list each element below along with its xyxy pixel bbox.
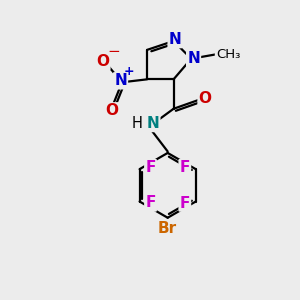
Text: O: O [199, 91, 212, 106]
Text: N: N [114, 73, 127, 88]
Text: F: F [145, 160, 156, 175]
Text: +: + [123, 65, 134, 79]
Text: −: − [108, 44, 121, 59]
Text: F: F [180, 196, 190, 211]
Text: Br: Br [158, 220, 177, 236]
Text: H: H [132, 116, 143, 131]
Text: F: F [180, 160, 190, 175]
Text: F: F [145, 196, 156, 211]
Text: N: N [147, 116, 159, 131]
Text: CH₃: CH₃ [216, 48, 240, 61]
Text: O: O [96, 54, 110, 69]
Text: O: O [105, 103, 118, 118]
Text: N: N [187, 51, 200, 66]
Text: N: N [169, 32, 182, 47]
